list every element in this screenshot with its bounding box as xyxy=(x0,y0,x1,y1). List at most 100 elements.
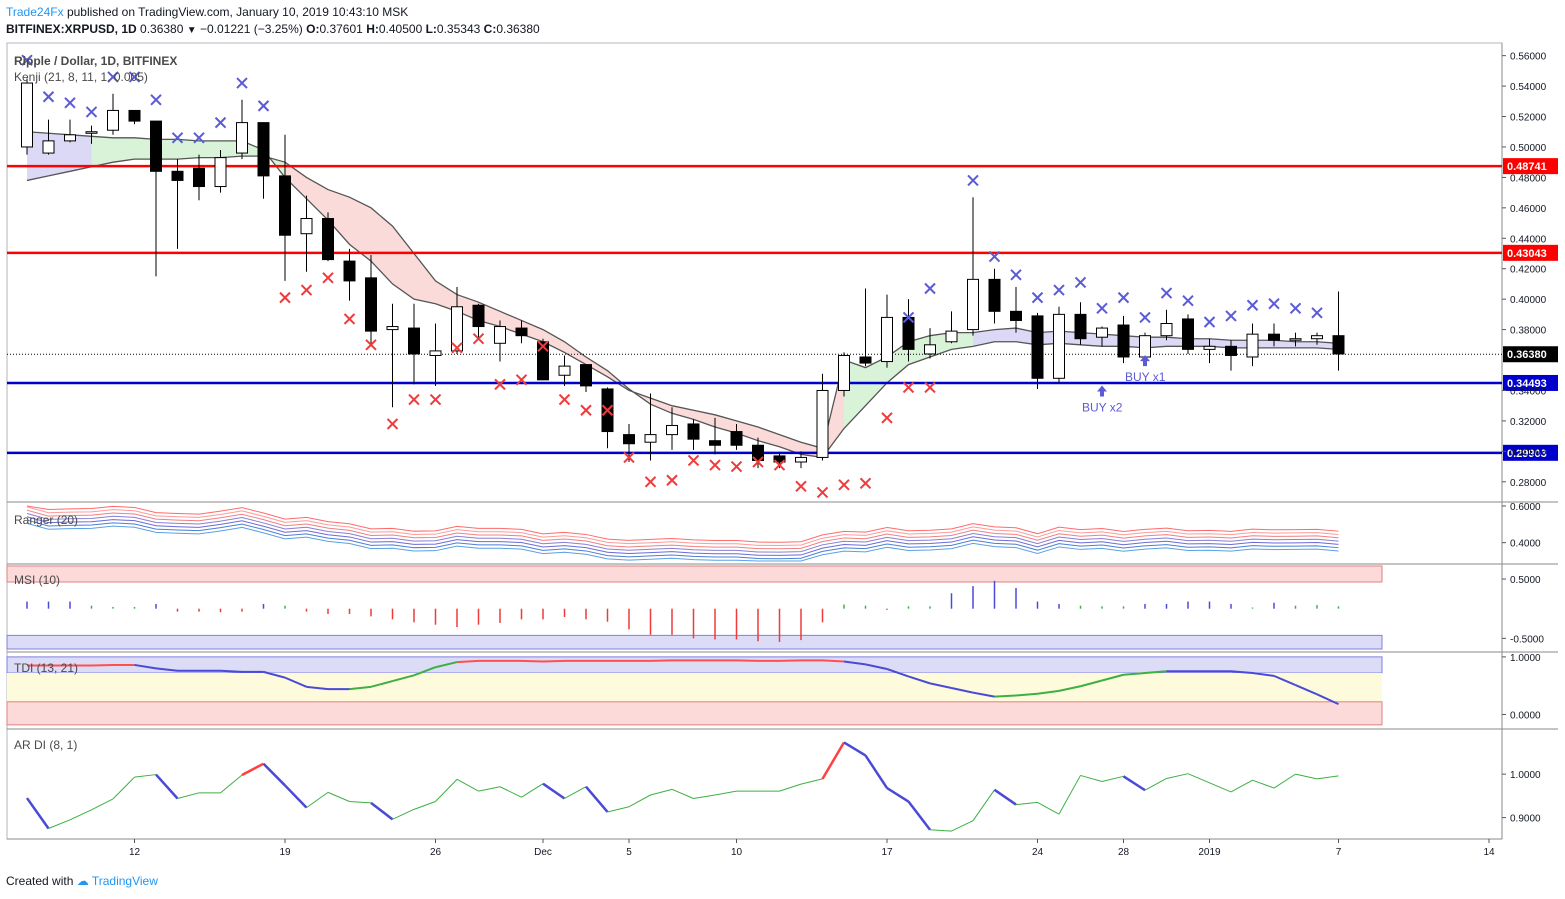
tdi-line-segment xyxy=(349,685,372,691)
low-value: 0.35343 xyxy=(436,22,481,36)
kenji-band-fill xyxy=(779,434,801,455)
price-chart[interactable]: BUY x2 BUY x1 0.48741 0.43043 0.34493 0.2990… xyxy=(0,0,1565,870)
ardi-line-segment xyxy=(650,788,673,796)
blue-cross-marker xyxy=(21,54,33,66)
tdi-lower-zone xyxy=(6,701,1383,726)
ranger-line xyxy=(26,512,1339,553)
tdi-line-segment xyxy=(220,669,243,673)
tdi-line-segment xyxy=(1230,670,1253,675)
ardi-line-segment xyxy=(413,801,436,810)
candle-body xyxy=(838,354,850,391)
tdi-line-segment xyxy=(370,680,393,688)
candle-body xyxy=(214,157,227,188)
symbol-name: BITFINEX:XRPUSD, 1D xyxy=(6,22,137,36)
candle-body xyxy=(1160,323,1173,337)
tdi-line-segment xyxy=(134,663,157,670)
ardi-line-segment xyxy=(306,791,329,809)
blue-cross-marker xyxy=(1268,298,1280,310)
tradingview-logo-icon: ☁ xyxy=(76,874,89,888)
red-cross-marker xyxy=(386,418,399,430)
ardi-line-segment xyxy=(907,800,931,831)
kenji-band-fill xyxy=(1209,338,1231,348)
ardi-line-segment xyxy=(177,792,200,799)
kenji-band-fill xyxy=(177,139,199,160)
y-tick-label: 0.4000 xyxy=(1510,539,1541,550)
ardi-line-segment xyxy=(779,783,802,792)
blue-cross-marker xyxy=(902,311,915,324)
tdi-line-segment xyxy=(1101,673,1124,682)
candle-body xyxy=(128,109,141,122)
ranger-pane xyxy=(26,505,1339,562)
red-cross-marker xyxy=(451,342,463,354)
blue-cross-marker xyxy=(1289,302,1302,314)
axes: 0.48741 0.43043 0.34493 0.29903 0.36380 0.560… xyxy=(129,52,1558,858)
blue-cross-marker xyxy=(257,100,270,112)
ardi-line-segment xyxy=(521,783,544,798)
tdi-mid-zone xyxy=(7,673,1382,702)
red-cross-marker xyxy=(300,284,313,296)
blue-cross-marker xyxy=(214,116,227,129)
blue-cross-marker xyxy=(1182,294,1194,307)
candle-body xyxy=(795,456,807,463)
ardi-line-segment xyxy=(1101,775,1124,783)
ardi-line-segment xyxy=(607,806,630,813)
candle-body xyxy=(279,175,291,236)
y-tick-label: 0.44000 xyxy=(1510,234,1547,245)
candle-body xyxy=(365,277,377,332)
candle-body xyxy=(1053,313,1065,379)
main-pane: BUY x2 BUY x1 xyxy=(7,54,1502,499)
ardi-line-segment xyxy=(392,808,415,820)
tdi-line-segment xyxy=(994,694,1017,698)
blue-cross-marker xyxy=(64,97,76,109)
footer: Created with ☁ TradingView xyxy=(6,874,158,888)
red-cross-marker xyxy=(343,313,356,325)
ardi-line-segment xyxy=(951,820,974,832)
tdi-line-segment xyxy=(822,659,845,663)
ardi-line-segment xyxy=(1316,775,1339,780)
red-cross-marker xyxy=(322,272,334,284)
kenji-band-fill xyxy=(392,226,414,300)
red-cross-marker xyxy=(472,333,485,345)
candle-body xyxy=(193,167,205,188)
blue-cross-marker xyxy=(1160,287,1173,299)
blue-cross-marker xyxy=(988,250,1001,263)
candle-body xyxy=(1268,333,1280,341)
ardi-line-segment xyxy=(25,797,50,830)
candle-body xyxy=(773,455,786,463)
candle-body xyxy=(257,122,270,177)
level-price-tag xyxy=(1503,444,1558,461)
x-tick-label: 2019 xyxy=(1198,847,1221,858)
author-link[interactable]: Trade24Fx xyxy=(6,5,64,19)
tradingview-link[interactable]: TradingView xyxy=(91,874,158,888)
x-tick-label: 7 xyxy=(1336,847,1342,858)
red-cross-marker xyxy=(558,393,571,406)
tdi-line-segment xyxy=(951,687,974,694)
candle-body xyxy=(924,344,936,355)
ardi-line-segment xyxy=(112,776,135,800)
ardi-line-segment xyxy=(1230,779,1253,793)
red-cross-marker xyxy=(408,393,420,406)
ardi-line-segment xyxy=(843,741,867,757)
blue-cross-marker xyxy=(128,71,141,83)
red-cross-marker xyxy=(816,486,829,499)
kenji-band-fill xyxy=(435,280,457,312)
msi-overbought-zone xyxy=(6,565,1383,583)
blue-cross-marker xyxy=(1117,291,1130,304)
ardi-line-segment xyxy=(69,809,92,821)
high-label: H: xyxy=(366,22,379,36)
tdi-line-segment xyxy=(1058,685,1081,692)
red-cross-marker xyxy=(795,480,807,493)
y-tick-label: 0.38000 xyxy=(1510,326,1547,337)
red-cross-marker xyxy=(752,456,764,468)
ardi-line-segment xyxy=(155,773,179,800)
y-tick-label: 0.50000 xyxy=(1510,143,1547,154)
tdi-line-segment xyxy=(1295,684,1318,696)
blue-cross-marker xyxy=(107,71,119,83)
ardi-line-segment xyxy=(478,786,501,792)
ardi-line-segment xyxy=(1295,773,1318,780)
red-cross-marker xyxy=(279,291,291,304)
level-price-label: 0.43043 xyxy=(1507,248,1547,260)
tdi-line-segment xyxy=(284,676,307,688)
ardi-line-segment xyxy=(1187,773,1210,784)
blue-cross-marker xyxy=(236,77,248,89)
